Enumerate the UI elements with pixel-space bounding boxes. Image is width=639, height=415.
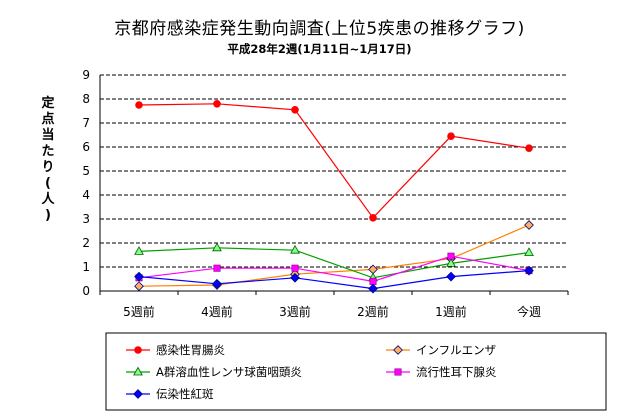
legend-item: インフルエンザ <box>386 343 496 357</box>
data-point <box>213 100 221 108</box>
series-1 <box>134 220 534 292</box>
y-tick-label: 0 <box>82 284 90 298</box>
data-point <box>290 272 300 283</box>
series-0 <box>135 100 533 222</box>
y-tick-label: 4 <box>82 188 90 202</box>
y-axis-label: 定点当たり(人) <box>38 96 58 224</box>
x-tick-label: 2週前 <box>357 304 389 319</box>
data-point <box>213 264 221 272</box>
y-tick-label: 6 <box>82 140 90 154</box>
x-tick-labels: 5週前 4週前 3週前 2週前 1週前 今週 <box>123 304 541 319</box>
y-tick-label: 3 <box>82 212 90 226</box>
data-point <box>369 277 377 285</box>
legend-label: インフルエンザ <box>416 343 496 357</box>
x-tick-label: 1週前 <box>435 304 467 319</box>
data-point <box>212 242 222 252</box>
data-point <box>290 244 300 254</box>
data-point <box>447 252 455 260</box>
data-point <box>212 278 222 289</box>
legend-marker <box>134 346 142 354</box>
data-point <box>446 271 456 282</box>
data-point <box>524 265 534 276</box>
data-point <box>134 271 144 282</box>
legend-label: 伝染性紅斑 <box>156 387 214 401</box>
legend-marker <box>133 366 143 376</box>
y-axis-label-char: ) <box>45 208 51 223</box>
legend-marker <box>133 389 143 399</box>
legend-label: A群溶血性レンサ球菌咽頭炎 <box>156 365 302 379</box>
legend-marker <box>394 368 402 376</box>
axes <box>99 75 569 295</box>
legend-label: 感染性胃腸炎 <box>156 343 225 357</box>
y-axis-label-char: 当 <box>41 128 55 143</box>
data-point <box>447 132 455 140</box>
x-tick-label: 今週 <box>517 304 541 319</box>
data-point <box>524 247 534 257</box>
legend-item: A群溶血性レンサ球菌咽頭炎 <box>126 365 302 379</box>
legend-item: 感染性胃腸炎 <box>126 343 225 357</box>
y-tick-label: 9 <box>82 68 90 82</box>
y-axis-label-char: 人 <box>41 192 55 207</box>
legend-marker <box>393 345 403 355</box>
series-4 <box>134 265 534 294</box>
series-line <box>138 224 530 287</box>
series-line <box>138 247 530 279</box>
y-tick-label: 8 <box>82 92 90 106</box>
series-line <box>138 270 530 290</box>
series-group <box>134 100 534 294</box>
y-axis-label-char: た <box>41 144 55 159</box>
data-point <box>291 264 299 272</box>
y-axis-label-char: り <box>41 160 55 175</box>
grid-lines <box>100 74 568 268</box>
chart-subtitle: 平成28年2週(1月11日~1月17日) <box>227 42 412 56</box>
data-point <box>291 106 299 114</box>
data-point <box>134 281 144 292</box>
chart-title: 京都府感染症発生動向調査(上位5疾患の推移グラフ) <box>114 19 525 39</box>
series-line <box>138 103 530 219</box>
series-3 <box>135 252 533 285</box>
y-axis-label-char: ( <box>45 176 51 191</box>
y-axis-label-char: 定 <box>41 96 55 111</box>
legend-label: 流行性耳下腺炎 <box>416 365 497 379</box>
legend-item: 伝染性紅斑 <box>126 387 214 401</box>
data-point <box>524 220 534 230</box>
x-tick-label: 3週前 <box>279 304 311 319</box>
y-tick-label: 1 <box>82 260 90 274</box>
y-tick-label: 2 <box>82 236 90 250</box>
legend-item: 流行性耳下腺炎 <box>386 365 497 379</box>
data-point <box>446 258 456 267</box>
data-point <box>135 101 143 109</box>
series-line <box>138 255 530 283</box>
data-point <box>369 214 377 222</box>
data-point <box>134 246 144 255</box>
data-point <box>525 144 533 152</box>
x-tick-label: 5週前 <box>123 304 155 319</box>
y-tick-labels: 0 1 2 3 4 5 6 7 8 9 <box>82 68 90 298</box>
y-axis-label-char: 点 <box>41 112 55 127</box>
y-tick-label: 5 <box>82 164 90 178</box>
x-tick-label: 4週前 <box>201 304 233 319</box>
y-tick-label: 7 <box>82 116 90 130</box>
legend-box <box>105 332 607 411</box>
data-point <box>368 283 378 294</box>
data-point <box>368 264 378 275</box>
